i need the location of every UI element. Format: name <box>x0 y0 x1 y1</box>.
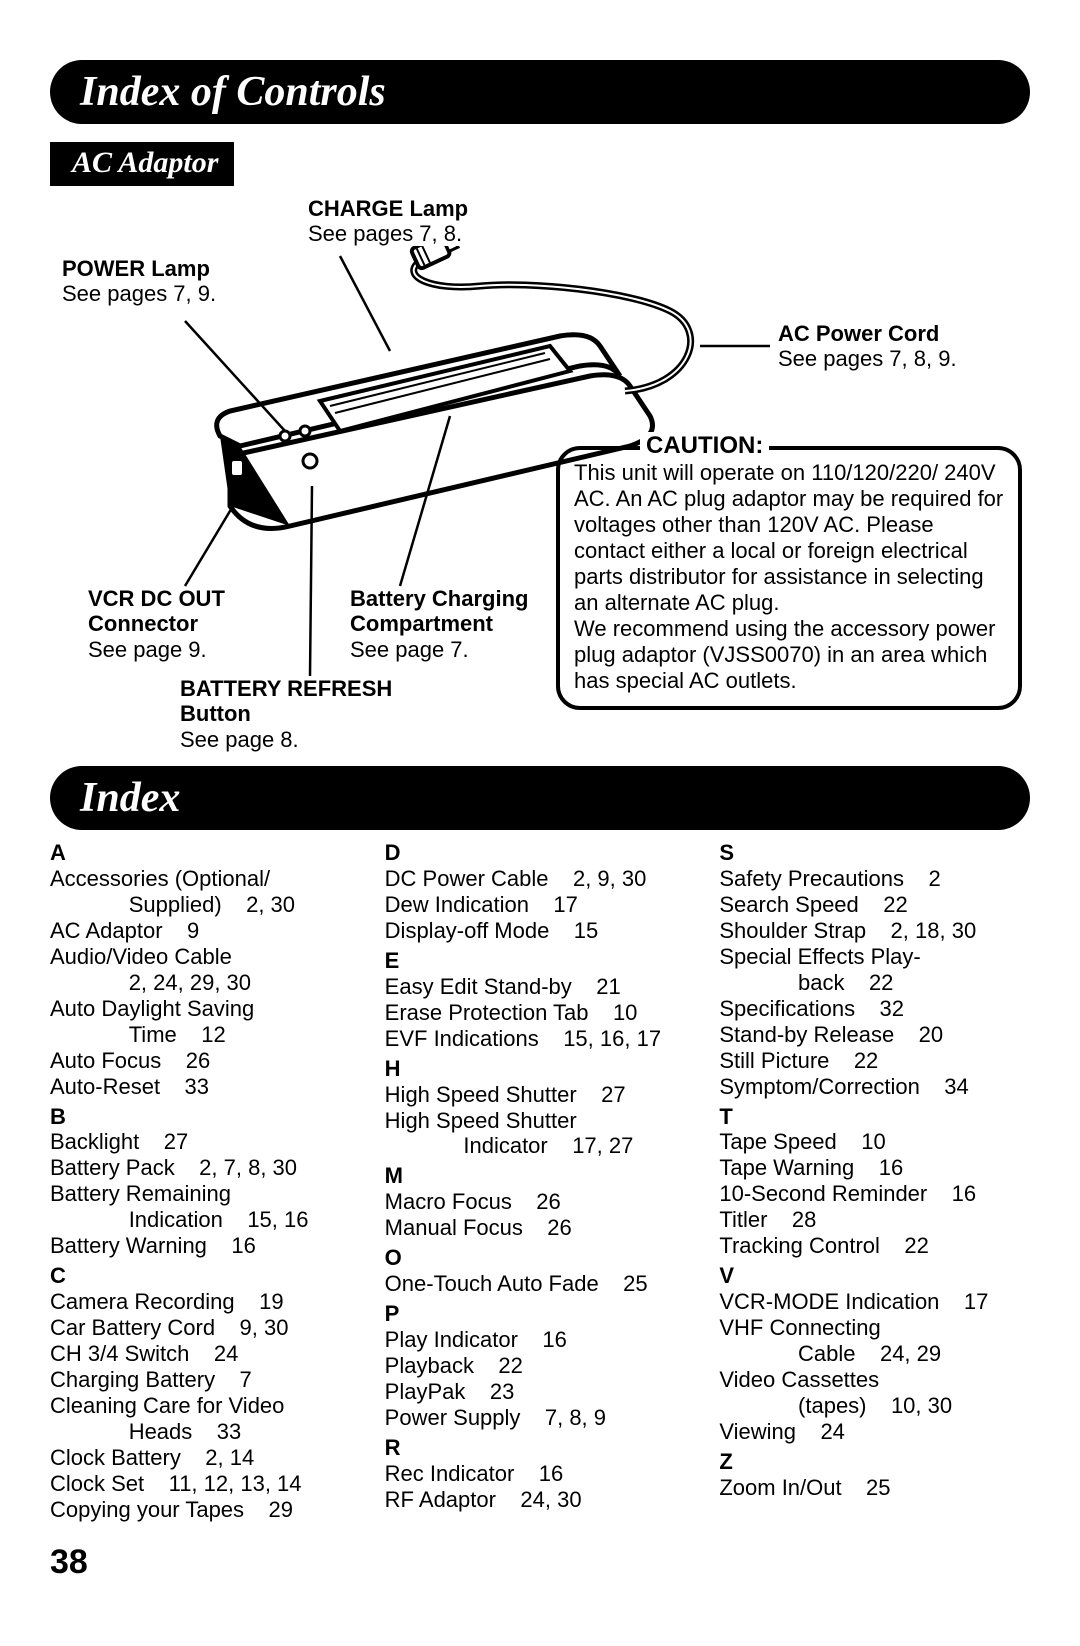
index-entry: Shoulder Strap 2, 18, 30 <box>719 918 1030 944</box>
index-entry: Viewing 24 <box>719 1419 1030 1445</box>
index-entry: Rec Indicator 16 <box>385 1461 696 1487</box>
index-letter: P <box>385 1301 696 1327</box>
index-entry: Still Picture 22 <box>719 1048 1030 1074</box>
index-entry: Charging Battery 7 <box>50 1367 361 1393</box>
index-entry: Clock Battery 2, 14 <box>50 1445 361 1471</box>
index-letter: B <box>50 1104 361 1130</box>
callout-ac-power-cord: AC Power Cord See pages 7, 8, 9. <box>778 321 957 372</box>
index-entry: Audio/Video Cable 2, 24, 29, 30 <box>50 944 361 996</box>
callout-charge-lamp: CHARGE Lamp See pages 7, 8. <box>308 196 468 247</box>
callout-ref: See pages 7, 8, 9. <box>778 346 957 371</box>
index-letter: V <box>719 1263 1030 1289</box>
index-letter: C <box>50 1263 361 1289</box>
title-bar-index: Index <box>50 766 1030 830</box>
callout-ref: See page 9. <box>88 637 225 662</box>
index-letter: R <box>385 1435 696 1461</box>
title-text: Index <box>80 774 180 822</box>
index-entry: Playback 22 <box>385 1353 696 1379</box>
ac-adaptor-diagram: CHARGE Lamp See pages 7, 8. POWER Lamp S… <box>50 186 1010 756</box>
callout-power-lamp: POWER Lamp See pages 7, 9. <box>62 256 216 307</box>
callout-vcr-dc-out: VCR DC OUT Connector See page 9. <box>88 586 225 662</box>
index-entry: Clock Set 11, 12, 13, 14 <box>50 1471 361 1497</box>
index-letter: S <box>719 840 1030 866</box>
callout-ref: See page 8. <box>180 727 392 752</box>
index-entry: VHF Connecting Cable 24, 29 <box>719 1315 1030 1367</box>
title-text: Index of Controls <box>80 68 386 116</box>
index-letter: A <box>50 840 361 866</box>
index-letter: H <box>385 1056 696 1082</box>
index-entry: RF Adaptor 24, 30 <box>385 1487 696 1513</box>
index-entry: Manual Focus 26 <box>385 1215 696 1241</box>
index-entry: Power Supply 7, 8, 9 <box>385 1405 696 1431</box>
index-entry: Accessories (Optional/ Supplied) 2, 30 <box>50 866 361 918</box>
callout-battery-charging: Battery Charging Compartment See page 7. <box>350 586 528 662</box>
index-entry: Car Battery Cord 9, 30 <box>50 1315 361 1341</box>
index-entry: Macro Focus 26 <box>385 1189 696 1215</box>
index-letter: E <box>385 948 696 974</box>
index-entry: Stand-by Release 20 <box>719 1022 1030 1048</box>
caution-text: This unit will operate on 110/120/220/ 2… <box>574 460 1004 694</box>
section-ac-adaptor: AC Adaptor <box>50 142 234 186</box>
index-entry: Cleaning Care for Video Heads 33 <box>50 1393 361 1445</box>
index-entry: Tape Warning 16 <box>719 1155 1030 1181</box>
index-entry: Tracking Control 22 <box>719 1233 1030 1259</box>
index-entry: VCR-MODE Indication 17 <box>719 1289 1030 1315</box>
index-entry: High Speed Shutter Indicator 17, 27 <box>385 1108 696 1160</box>
index-entry: Copying your Tapes 29 <box>50 1497 361 1523</box>
index-entry: Camera Recording 19 <box>50 1289 361 1315</box>
index-entry: EVF Indications 15, 16, 17 <box>385 1026 696 1052</box>
index-letter: D <box>385 840 696 866</box>
callout-title: Battery Charging Compartment <box>350 586 528 637</box>
callout-ref: See pages 7, 9. <box>62 281 216 306</box>
callout-title: VCR DC OUT Connector <box>88 586 225 637</box>
index-entry: Auto-Reset 33 <box>50 1074 361 1100</box>
index-entry: 10-Second Reminder 16 <box>719 1181 1030 1207</box>
index-column-1: AAccessories (Optional/ Supplied) 2, 30A… <box>50 836 361 1523</box>
index-entry: Titler 28 <box>719 1207 1030 1233</box>
index-entry: Battery Remaining Indication 15, 16 <box>50 1181 361 1233</box>
index-letter: T <box>719 1104 1030 1130</box>
index-entry: Search Speed 22 <box>719 892 1030 918</box>
index-entry: AC Adaptor 9 <box>50 918 361 944</box>
callout-battery-refresh: BATTERY REFRESH Button See page 8. <box>180 676 392 752</box>
index-column-3: SSafety Precautions 2Search Speed 22Shou… <box>719 836 1030 1523</box>
caution-box: CAUTION: This unit will operate on 110/1… <box>556 446 1022 710</box>
index-entry: Specifications 32 <box>719 996 1030 1022</box>
index-entry: Auto Focus 26 <box>50 1048 361 1074</box>
title-bar-index-of-controls: Index of Controls <box>50 60 1030 124</box>
page-number: 38 <box>50 1543 1030 1582</box>
callout-ref: See pages 7, 8. <box>308 221 468 246</box>
callout-title: BATTERY REFRESH Button <box>180 676 392 727</box>
callout-title: CHARGE Lamp <box>308 196 468 221</box>
index-entry: Erase Protection Tab 10 <box>385 1000 696 1026</box>
index-entry: Battery Pack 2, 7, 8, 30 <box>50 1155 361 1181</box>
index-entry: Zoom In/Out 25 <box>719 1475 1030 1501</box>
index-letter: Z <box>719 1449 1030 1475</box>
index-columns: AAccessories (Optional/ Supplied) 2, 30A… <box>50 836 1030 1523</box>
index-letter: M <box>385 1163 696 1189</box>
index-entry: PlayPak 23 <box>385 1379 696 1405</box>
index-entry: Dew Indication 17 <box>385 892 696 918</box>
index-entry: One-Touch Auto Fade 25 <box>385 1271 696 1297</box>
index-entry: Tape Speed 10 <box>719 1129 1030 1155</box>
index-letter: O <box>385 1245 696 1271</box>
index-entry: Auto Daylight Saving Time 12 <box>50 996 361 1048</box>
callout-ref: See page 7. <box>350 637 528 662</box>
index-entry: Display-off Mode 15 <box>385 918 696 944</box>
index-entry: High Speed Shutter 27 <box>385 1082 696 1108</box>
index-entry: Special Effects Play- back 22 <box>719 944 1030 996</box>
index-column-2: DDC Power Cable 2, 9, 30Dew Indication 1… <box>385 836 696 1523</box>
index-entry: Safety Precautions 2 <box>719 866 1030 892</box>
callout-title: AC Power Cord <box>778 321 957 346</box>
index-entry: Symptom/Correction 34 <box>719 1074 1030 1100</box>
index-entry: CH 3/4 Switch 24 <box>50 1341 361 1367</box>
caution-title: CAUTION: <box>640 432 769 460</box>
index-entry: Play Indicator 16 <box>385 1327 696 1353</box>
index-entry: Battery Warning 16 <box>50 1233 361 1259</box>
index-entry: Backlight 27 <box>50 1129 361 1155</box>
index-entry: Easy Edit Stand-by 21 <box>385 974 696 1000</box>
index-entry: DC Power Cable 2, 9, 30 <box>385 866 696 892</box>
index-entry: Video Cassettes (tapes) 10, 30 <box>719 1367 1030 1419</box>
callout-title: POWER Lamp <box>62 256 216 281</box>
